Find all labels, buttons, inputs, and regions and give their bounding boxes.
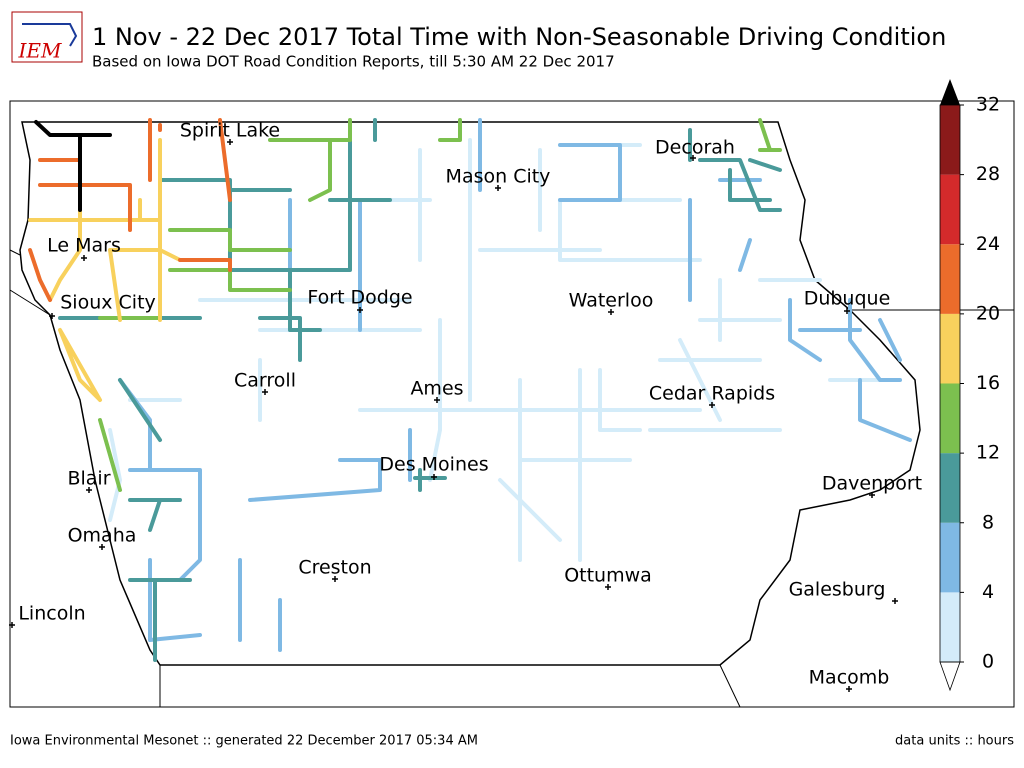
city-label: Sioux City [60, 292, 156, 314]
logo-frame [11, 11, 83, 63]
city-marker [227, 139, 233, 145]
city-label: Galesburg [789, 579, 886, 601]
city-marker [49, 313, 55, 319]
city-label: Davenport [822, 473, 922, 495]
city-marker [434, 397, 440, 403]
colorbar-tick-label: 4 [982, 581, 994, 603]
city-marker [844, 308, 850, 314]
city-label: Creston [298, 557, 371, 579]
colorbar-bin [940, 592, 960, 662]
colorbar: 0 4 8 12 16 20 24 28 32 [939, 79, 1000, 692]
footer-right: data units :: hours [895, 734, 1014, 749]
city-label: Lincoln [18, 603, 85, 625]
city-marker [81, 255, 87, 261]
colorbar-tick-label: 16 [976, 372, 1000, 394]
city-marker [892, 598, 898, 604]
road [28, 118, 232, 302]
city-label: Omaha [68, 525, 137, 547]
city-marker [690, 155, 696, 161]
map-frame [9, 100, 1015, 708]
colorbar-tick-label: 28 [976, 163, 1000, 185]
city-label: Ottumwa [564, 565, 652, 587]
colorbar-bin [940, 174, 960, 245]
city-label: Macomb [809, 667, 890, 689]
colorbar-tick-label: 8 [982, 511, 994, 533]
city-label: Le Mars [47, 235, 121, 257]
road [258, 138, 782, 562]
city-marker [709, 402, 715, 408]
city-label: Carroll [234, 370, 296, 392]
city-marker [869, 492, 875, 498]
city-label: Decorah [655, 137, 735, 159]
map: Spirit Lake Decorah Mason City Le Mars Sioux… [9, 100, 1015, 708]
city-label: Cedar Rapids [649, 383, 775, 405]
colorbar-bin [940, 313, 960, 384]
city-marker [495, 185, 501, 191]
city-marker [605, 584, 611, 590]
colorbar-bin [940, 453, 960, 523]
subtitle: Based on Iowa DOT Road Condition Reports… [92, 53, 615, 71]
city-marker [99, 544, 105, 550]
city-label: Ames [410, 378, 463, 400]
iowa-outline [19, 121, 921, 666]
colorbar-bin [940, 105, 960, 175]
city-marker [332, 576, 338, 582]
city-marker [9, 622, 15, 628]
colorbar-bin [940, 383, 960, 454]
colorbar-tick-label: 12 [976, 442, 1000, 464]
city-label: Blair [67, 468, 110, 490]
colorbar-tick-label: 20 [976, 302, 1000, 324]
state-lines [9, 249, 1014, 708]
colorbar-over [940, 79, 960, 105]
road [34, 120, 112, 212]
city-marker [86, 487, 92, 493]
title: 1 Nov - 22 Dec 2017 Total Time with Non-… [92, 23, 946, 51]
cities: Spirit Lake Decorah Mason City Le Mars Sioux… [9, 120, 922, 692]
roads [28, 118, 912, 662]
logo-shape [22, 23, 78, 47]
colorbar-tick-label: 32 [976, 94, 1000, 116]
road [118, 118, 912, 652]
road [28, 138, 182, 402]
colorbar-bin [940, 522, 960, 593]
footer-left: Iowa Environmental Mesonet :: generated … [10, 734, 478, 749]
city-marker [846, 686, 852, 692]
city-label: Fort Dodge [307, 287, 412, 309]
colorbar-tick-label: 0 [982, 651, 994, 673]
city-marker [608, 309, 614, 315]
logo: IEM [11, 11, 83, 63]
colorbar-bin [940, 244, 960, 314]
city-marker [431, 474, 437, 480]
city-label: Waterloo [569, 290, 654, 312]
road [98, 118, 782, 492]
city-marker [357, 307, 363, 313]
city-label: Des Moines [379, 454, 488, 476]
city-marker [262, 389, 268, 395]
city-label: Mason City [446, 166, 551, 188]
city-label: Dubuque [804, 288, 891, 310]
colorbar-tick-label: 24 [976, 233, 1000, 255]
city-label: Spirit Lake [180, 120, 280, 142]
logo-text: IEM [18, 39, 63, 63]
